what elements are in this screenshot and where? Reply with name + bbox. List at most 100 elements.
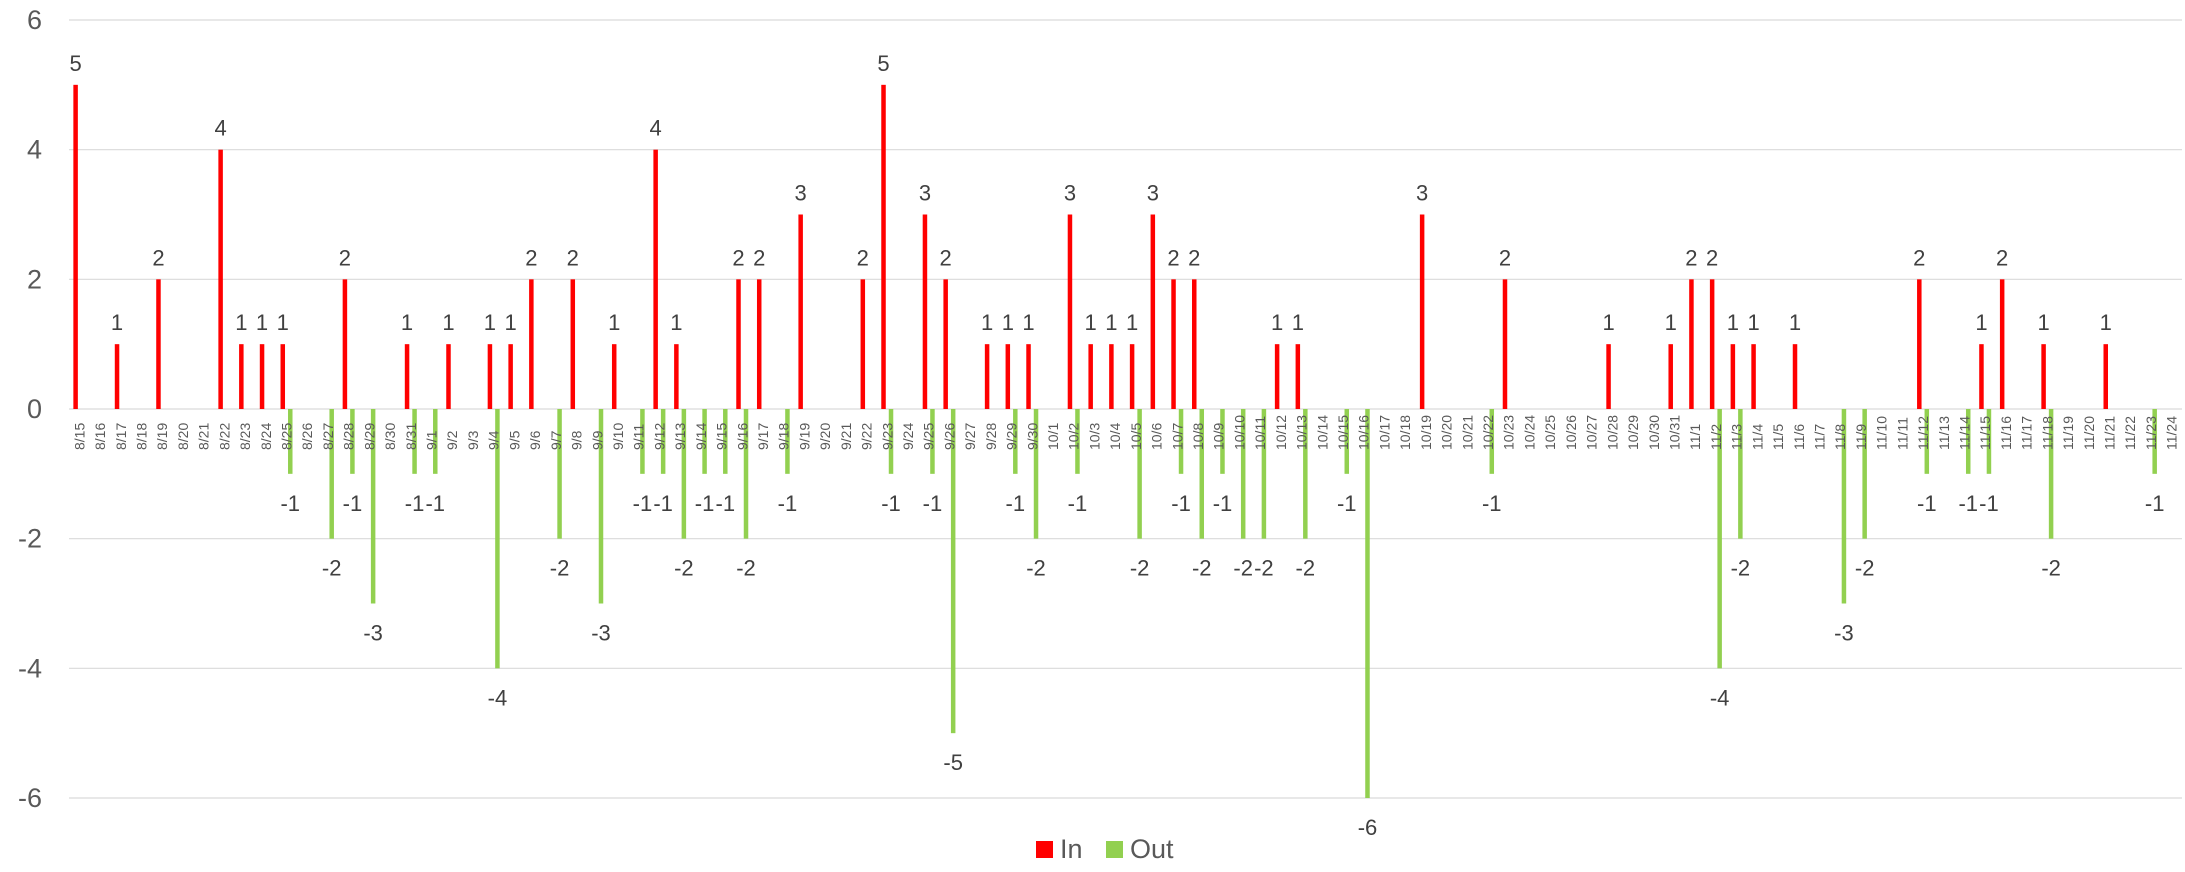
x-tick-label: 10/4: [1107, 423, 1123, 450]
bar-in: [1005, 344, 1011, 409]
x-tick-label: 10/22: [1480, 415, 1496, 450]
x-tick-label: 10/21: [1459, 415, 1475, 450]
x-tick-label: 11/8: [1832, 424, 1848, 450]
data-label-in: 3: [919, 181, 931, 206]
x-tick-label: 9/4: [486, 430, 502, 450]
x-tick-label: 11/2: [1708, 424, 1724, 450]
data-label-in: 1: [1602, 310, 1614, 335]
data-label-out: -3: [591, 621, 611, 646]
data-label-out: -1: [778, 491, 798, 516]
x-tick-label: 10/27: [1584, 415, 1600, 450]
data-label-in: 2: [567, 245, 579, 270]
data-label-in: 1: [1085, 310, 1097, 335]
data-label-in: 2: [1685, 245, 1697, 270]
bar-in: [73, 84, 78, 409]
x-tick-label: 9/18: [776, 423, 792, 450]
bar-in: [922, 214, 928, 409]
data-label-out: -2: [1233, 556, 1253, 581]
x-tick-label: 9/16: [734, 423, 750, 450]
bar-in: [1502, 279, 1508, 409]
bar-in: [1730, 344, 1736, 409]
x-tick-label: 9/27: [962, 423, 978, 450]
x-tick-label: 11/5: [1770, 424, 1786, 450]
bar-in: [1792, 344, 1798, 409]
x-tick-label: 11/4: [1749, 424, 1765, 450]
bar-in: [2103, 344, 2108, 409]
x-tick-label: 9/8: [569, 430, 585, 450]
data-label-in: 5: [69, 51, 81, 76]
x-tick-label: 9/5: [506, 430, 522, 450]
bar-in: [756, 279, 762, 409]
data-label-out: -4: [488, 685, 508, 710]
bar-out: [1365, 409, 1370, 798]
bar-out: [350, 409, 355, 474]
bar-out: [412, 409, 417, 474]
bar-in: [529, 279, 534, 409]
bar-in: [239, 344, 244, 409]
data-label-in: 2: [1913, 245, 1925, 270]
bar-in: [1171, 279, 1176, 409]
bar-in: [2041, 344, 2046, 409]
data-label-out: -2: [1192, 556, 1212, 581]
data-label-out: -2: [1855, 556, 1875, 581]
x-tick-label: 9/9: [589, 430, 605, 450]
x-tick-label: 8/15: [71, 423, 87, 450]
x-tick-label: 9/19: [796, 423, 812, 450]
data-label-in: 2: [1706, 245, 1718, 270]
data-label-out: -1: [1958, 491, 1978, 516]
legend-swatch: [1036, 841, 1053, 858]
data-label-out: -2: [1026, 556, 1046, 581]
data-label-in: 1: [484, 310, 496, 335]
x-tick-label: 8/23: [237, 423, 253, 450]
data-label-out: -1: [1482, 491, 1502, 516]
x-tick-label: 11/24: [2164, 416, 2180, 450]
data-label-out: -6: [1358, 815, 1378, 840]
x-tick-label: 9/29: [1004, 423, 1020, 450]
x-tick-label: 11/3: [1729, 424, 1745, 450]
y-axis-ticks: 6 4 2 0 -2 -4 -6: [18, 5, 42, 813]
bar-in: [1709, 279, 1715, 409]
x-tick-label: 8/27: [320, 423, 336, 450]
bar-out: [1033, 409, 1039, 539]
bar-in: [446, 344, 451, 409]
x-tick-label: 8/28: [341, 423, 357, 450]
data-label-out: -1: [653, 491, 673, 516]
data-label-in: 1: [401, 310, 413, 335]
x-tick-label: 9/10: [610, 423, 626, 450]
data-label-in: 1: [1727, 310, 1739, 335]
bar-out: [1841, 409, 1847, 604]
data-label-in: 5: [877, 51, 889, 76]
x-tick-label: 8/17: [113, 423, 129, 450]
x-tick-label: 11/14: [1956, 416, 1972, 450]
y-tick-label: -2: [18, 524, 42, 554]
data-label-out: -2: [2041, 556, 2061, 581]
data-label-in: 2: [339, 245, 351, 270]
x-tick-label: 9/14: [693, 423, 709, 450]
x-tick-label: 11/18: [2039, 416, 2055, 450]
bar-out: [1303, 409, 1308, 539]
data-label-out: -2: [550, 556, 570, 581]
data-label-in: 1: [1975, 310, 1987, 335]
data-label-out: -2: [322, 556, 342, 581]
x-tick-label: 10/5: [1128, 423, 1144, 450]
bar-in: [570, 279, 576, 409]
x-tick-label: 10/6: [1149, 423, 1165, 450]
bar-in: [1129, 344, 1135, 409]
x-tick-label: 9/3: [465, 430, 481, 450]
data-label-in: 1: [2100, 310, 2112, 335]
x-tick-label: 11/7: [1811, 424, 1827, 450]
data-label-out: -1: [716, 491, 736, 516]
data-label-out: -1: [1213, 491, 1233, 516]
data-label-in: 1: [505, 310, 517, 335]
data-label-in: 3: [1064, 181, 1076, 206]
bar-in: [798, 214, 803, 409]
data-label-in: 1: [1665, 310, 1677, 335]
data-label-out: -1: [1068, 491, 1088, 516]
x-tick-label: 11/20: [2081, 416, 2097, 450]
data-label-out: -2: [736, 556, 756, 581]
bar-in: [156, 279, 161, 409]
gridlines: [69, 19, 2182, 799]
x-tick-label: 8/16: [92, 423, 108, 450]
data-label-in: 1: [1126, 310, 1138, 335]
